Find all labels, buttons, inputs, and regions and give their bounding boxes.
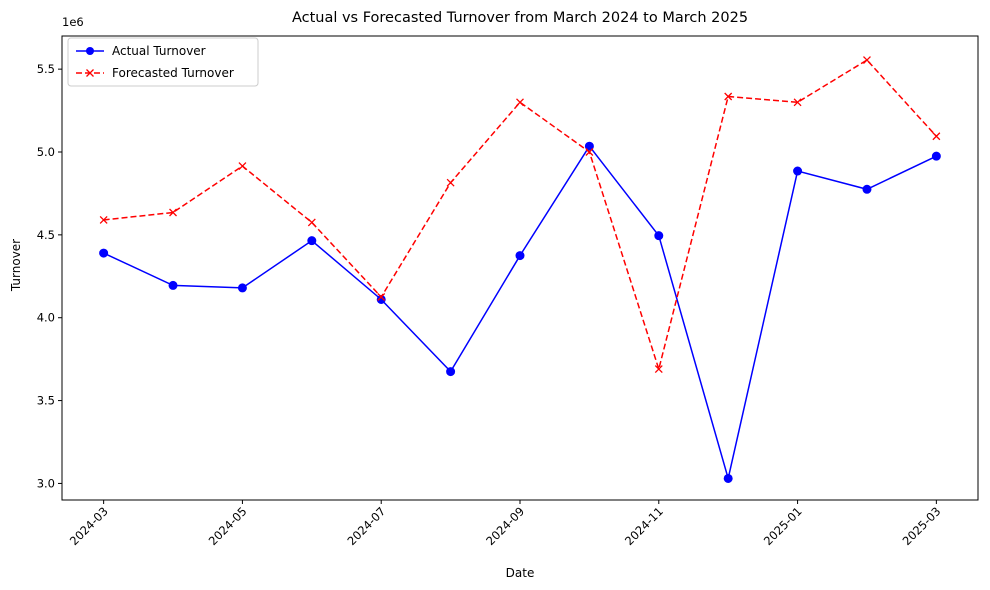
data-point bbox=[446, 178, 455, 187]
data-point bbox=[863, 56, 871, 64]
data-point bbox=[724, 92, 733, 101]
y-tick-label: 5.0 bbox=[37, 145, 55, 159]
data-point bbox=[931, 151, 941, 161]
plot-area: 3.0 3.5 4.0 4.5 5.0 5.5 2024-03 2024-05 2024-07 2… bbox=[37, 35, 979, 548]
x-tick-label: 2024-07 bbox=[344, 504, 388, 548]
data-point bbox=[793, 98, 802, 107]
series-line-1 bbox=[103, 144, 937, 479]
x-tick-label: 2024-09 bbox=[483, 504, 527, 548]
data-point bbox=[584, 141, 594, 151]
data-point bbox=[377, 293, 386, 301]
data-point bbox=[932, 132, 941, 141]
legend-marker bbox=[86, 69, 94, 77]
data-point bbox=[723, 473, 733, 483]
data-point bbox=[99, 215, 108, 224]
y-offset-label: 1e6 bbox=[62, 15, 84, 29]
series-line-2 bbox=[103, 59, 937, 372]
y-axis-label: Turnover bbox=[9, 239, 23, 292]
data-point bbox=[99, 248, 109, 258]
x-axis-label: Date bbox=[506, 566, 535, 580]
legend-marker bbox=[86, 47, 94, 55]
legend: Actual Turnover Forecasted Turnover bbox=[67, 37, 259, 87]
y-tick-label: 3.0 bbox=[37, 476, 55, 490]
data-point bbox=[307, 218, 316, 227]
y-tick-label: 5.5 bbox=[37, 62, 55, 76]
data-point bbox=[654, 365, 663, 374]
plot-frame bbox=[61, 35, 979, 501]
data-point bbox=[862, 184, 872, 194]
data-point bbox=[516, 98, 524, 107]
legend-box bbox=[67, 37, 259, 87]
y-tick-label: 4.0 bbox=[37, 311, 55, 325]
data-point bbox=[585, 148, 594, 156]
data-point bbox=[515, 251, 525, 261]
x-tick-label: 2024-03 bbox=[67, 504, 111, 548]
data-point bbox=[654, 231, 664, 241]
data-point bbox=[168, 280, 178, 290]
y-tick-label: 3.5 bbox=[37, 394, 55, 408]
data-point bbox=[307, 236, 317, 246]
x-tick-label: 2025-01 bbox=[761, 504, 805, 548]
x-tick-label: 2025-03 bbox=[900, 504, 944, 548]
x-tick-label: 2024-05 bbox=[206, 504, 250, 548]
data-point bbox=[169, 208, 177, 217]
data-point bbox=[793, 166, 803, 176]
data-point bbox=[446, 367, 456, 377]
x-tick-label: 2024-11 bbox=[622, 504, 666, 548]
data-point bbox=[376, 294, 386, 304]
data-point bbox=[238, 162, 247, 171]
legend-label: Actual Turnover bbox=[112, 44, 206, 58]
y-tick-label: 4.5 bbox=[37, 228, 55, 242]
legend-label: Forecasted Turnover bbox=[112, 66, 234, 80]
data-point bbox=[237, 283, 247, 293]
chart-title: Actual vs Forecasted Turnover from March… bbox=[292, 10, 748, 26]
